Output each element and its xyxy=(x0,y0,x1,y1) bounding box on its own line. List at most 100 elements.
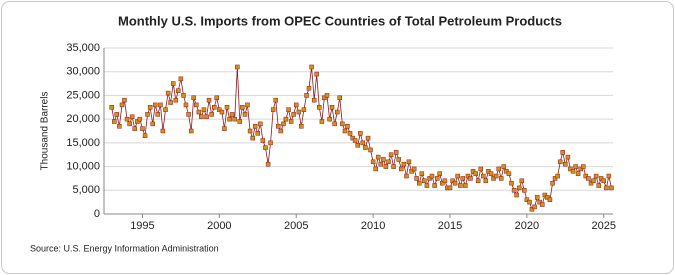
chart-title: Monthly U.S. Imports from OPEC Countries… xyxy=(118,13,562,28)
data-point xyxy=(586,176,591,181)
data-point xyxy=(391,164,396,169)
data-point xyxy=(281,121,286,127)
data-point xyxy=(478,166,484,172)
data-point xyxy=(381,157,386,162)
data-point xyxy=(365,135,371,141)
data-point xyxy=(163,107,168,112)
data-point xyxy=(424,183,430,188)
data-point xyxy=(270,107,276,112)
data-point xyxy=(519,178,525,184)
data-point xyxy=(593,173,599,179)
data-point xyxy=(514,192,519,198)
data-point xyxy=(437,171,442,176)
data-point xyxy=(345,124,350,129)
data-point xyxy=(601,178,607,184)
y-axis-label: Thousand Barrels xyxy=(40,92,51,171)
data-point xyxy=(332,121,337,127)
data-point xyxy=(219,109,225,115)
data-point xyxy=(555,173,560,179)
data-point xyxy=(119,102,125,108)
x-tick-label: 2020 xyxy=(515,220,539,232)
data-point xyxy=(447,185,453,191)
data-point xyxy=(427,176,432,181)
data-point xyxy=(150,121,155,127)
data-point xyxy=(206,97,212,103)
data-point xyxy=(560,150,565,155)
data-point xyxy=(199,114,204,120)
data-point xyxy=(360,140,366,146)
data-point xyxy=(145,112,150,117)
data-point xyxy=(188,128,194,134)
data-point xyxy=(558,159,563,165)
data-point xyxy=(176,88,181,93)
data-point xyxy=(378,161,384,167)
data-point xyxy=(322,95,327,101)
data-point xyxy=(609,185,614,191)
data-point xyxy=(470,169,476,174)
data-point xyxy=(529,207,535,212)
data-point xyxy=(114,112,120,117)
data-point xyxy=(263,145,268,150)
data-point xyxy=(573,164,578,169)
data-point xyxy=(250,135,255,141)
data-point xyxy=(268,140,273,146)
x-tick-label: 1995 xyxy=(130,220,154,232)
y-tick-label: 30,000 xyxy=(66,66,100,78)
data-point xyxy=(411,166,417,172)
data-point xyxy=(414,176,419,181)
data-point xyxy=(604,185,609,191)
data-point xyxy=(606,173,612,179)
y-tick-label: 0 xyxy=(94,208,100,220)
data-point xyxy=(329,105,335,110)
data-point xyxy=(368,147,373,153)
data-point xyxy=(224,105,230,110)
data-point xyxy=(532,204,537,210)
data-point xyxy=(324,93,330,98)
data-point xyxy=(109,105,114,110)
data-point xyxy=(568,166,573,172)
data-point xyxy=(422,178,427,184)
data-point xyxy=(191,95,196,101)
data-point xyxy=(137,116,143,122)
data-point xyxy=(570,169,576,174)
data-point xyxy=(142,133,148,138)
data-point xyxy=(273,97,279,103)
data-point xyxy=(373,166,378,172)
data-point xyxy=(524,197,530,203)
data-point xyxy=(522,188,527,193)
x-tick-label: 2010 xyxy=(361,220,385,232)
data-point xyxy=(501,164,507,169)
data-point xyxy=(540,202,545,207)
data-point xyxy=(473,171,478,176)
data-point xyxy=(550,180,555,186)
x-tick-label: 2005 xyxy=(284,220,308,232)
data-point xyxy=(534,195,540,200)
data-point xyxy=(229,112,235,117)
data-point xyxy=(363,145,368,150)
data-point xyxy=(112,119,117,124)
data-point xyxy=(178,76,184,82)
data-point xyxy=(201,107,207,112)
data-point xyxy=(299,124,304,129)
data-point xyxy=(265,161,271,167)
data-point xyxy=(319,119,325,124)
data-point xyxy=(542,192,548,198)
y-tick-label: 35,000 xyxy=(66,42,100,54)
data-point xyxy=(416,180,422,186)
data-point xyxy=(168,100,173,105)
data-point xyxy=(598,176,604,181)
source-note: Source: U.S. Energy Information Administ… xyxy=(30,243,219,253)
x-tick-label: 2015 xyxy=(438,220,462,232)
data-point xyxy=(306,86,312,91)
data-point xyxy=(160,128,166,134)
data-point xyxy=(396,157,402,162)
data-point xyxy=(504,169,509,174)
data-point xyxy=(347,131,353,136)
data-point xyxy=(458,183,463,188)
data-point xyxy=(352,138,358,143)
data-point xyxy=(419,171,425,176)
y-tick-label: 25,000 xyxy=(66,89,100,101)
data-point xyxy=(291,112,296,117)
